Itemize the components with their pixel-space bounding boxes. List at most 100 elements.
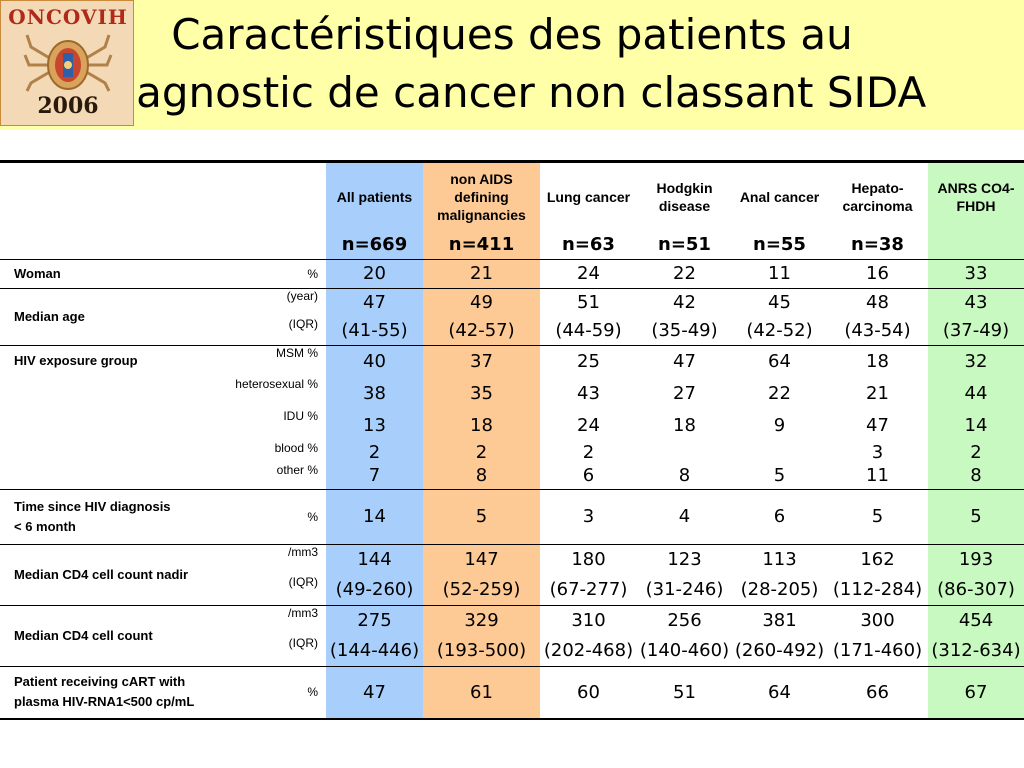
table-cell: 275 [326,604,423,636]
row-label [0,463,228,489]
table-cell: 22 [637,258,732,288]
col-header-all-patients: All patients [326,163,423,231]
table-cell: (171-460) [832,640,923,662]
row-label-text-2: plasma HIV-RNA1<500 cp/mL [14,694,195,710]
table-cell [637,441,732,463]
table-cell: 64 [732,344,827,377]
table-cell: 2 [928,441,1024,463]
row-unit: % [228,258,326,288]
table-cell [732,441,827,463]
table-cell: 44 [928,377,1024,409]
row-label-text-2: < 6 month [14,518,76,534]
table-cell: 300 [827,604,928,636]
table-row: HIV exposure group MSM % 40 37 25 47 64 18 32 [0,344,1024,377]
table-cell: 3 [871,441,884,463]
slide-title: Caractéristiques des patients au diagnos… [0,6,1024,126]
table-cell: (41-55) [326,317,423,345]
table-cell: 8 [928,463,1024,489]
row-label-text: Median age [14,308,85,324]
table-cell: 47 [866,414,889,436]
table-cell: (42-52) [746,320,813,342]
table-cell: 381 [732,604,827,636]
table-cell: 5 [423,488,540,544]
n-lung-cancer: n=63 [562,234,615,256]
table-cell: 256 [637,604,732,636]
table-cell: 51 [637,665,732,720]
table-cell: 38 [326,377,423,409]
crab-icon [23,34,113,92]
table-cell: 144 [326,543,423,575]
table-cell: 67 [928,665,1024,720]
table-cell: (202-468) [543,640,634,662]
table-cell: 193 [928,543,1024,575]
table-cell: (112-284) [832,579,923,601]
table-cell: 24 [540,258,637,288]
row-unit: /mm3 [228,543,326,575]
table-cell: (49-260) [326,575,423,605]
table-cell: (193-500) [423,636,540,666]
table-cell: 32 [928,344,1024,377]
table-cell: (140-460) [639,640,730,662]
row-label: Woman [0,258,228,288]
table-cell: 113 [732,543,827,575]
table-cell: 123 [637,543,732,575]
table-cell: 180 [540,543,637,575]
table-cell: 24 [577,414,600,436]
table-cell: 5 [827,488,928,544]
table-cell: 18 [673,414,696,436]
table-row: Patient receiving cART with plasma HIV-RN… [0,665,1024,720]
table-cell: 61 [423,665,540,720]
table-cell: (28-205) [740,579,819,601]
table-row: Woman% 20 21 24 22 11 16 33 [0,258,1024,288]
patient-characteristics-table: All patients non AIDS defining malignanc… [0,163,1024,720]
title-line-1: Caractéristiques des patients au [171,10,853,59]
row-label: HIV exposure group [0,344,228,377]
table-cell: 8 [678,465,691,487]
row-unit: (IQR) [288,575,318,589]
table-cell: 48 [827,287,928,317]
row-label [0,441,228,463]
n-non-aids: n=411 [423,231,540,259]
oncovih-logo: ONCOVIH 2006 [0,0,134,126]
row-label-text: Median CD4 cell count nadir [14,566,189,582]
table-cell: (42-57) [423,317,540,345]
table-cell: 4 [637,488,732,544]
table-cell: 37 [423,344,540,377]
title-line-2: diagnostic de cancer non classant SIDA [97,68,927,117]
col-header-non-aids: non AIDS defining malignancies [423,163,540,231]
table-cell: (52-259) [423,575,540,605]
row-unit: % [228,665,326,720]
row-unit: (year) [228,287,326,317]
n-all-patients: n=669 [326,231,423,259]
table-cell: (86-307) [928,575,1024,605]
table-cell: 5 [773,465,786,487]
table-cell: 2 [326,441,423,463]
row-label-text: Median CD4 cell count [14,627,153,643]
table-cell: (35-49) [651,320,718,342]
row-label [0,377,228,409]
table-row: Time since HIV diagnosis < 6 month% 14 5 3 4 6… [0,488,1024,544]
table-cell: 329 [423,604,540,636]
table-cell: (312-634) [928,636,1024,666]
col-header-hepatocarcinoma: Hepato-carcinoma [842,180,913,214]
table-row: Median age (year) 47 49 51 42 45 48 43 [0,287,1024,345]
n-anrs [928,231,1024,259]
row-label: Median CD4 cell count [0,604,228,666]
col-header-hodgkin: Hodgkin disease [656,180,713,214]
table-row: (IQR) (41-55) (42-57) (44-59) (35-49) (42-52)… [0,317,1024,345]
row-label-text: Patient receiving cART with [14,674,186,690]
table-cell: 162 [827,543,928,575]
table-cell: 20 [326,258,423,288]
row-unit: IDU % [283,409,318,423]
table-cell: (43-54) [844,320,911,342]
table-cell: 2 [423,441,540,463]
table-cell: 454 [928,604,1024,636]
table-row: Median CD4 cell count/mm3 275 329 310 256 381… [0,604,1024,666]
table-row: Median CD4 cell count nadir/mm3 144 147 180… [0,543,1024,605]
table-cell: 18 [827,344,928,377]
table-cell: 5 [928,488,1024,544]
col-header-lung-cancer: Lung cancer [546,189,631,205]
table-cell: 147 [423,543,540,575]
row-unit: % [228,488,326,544]
logo-bottom-text: 2006 [37,93,99,119]
